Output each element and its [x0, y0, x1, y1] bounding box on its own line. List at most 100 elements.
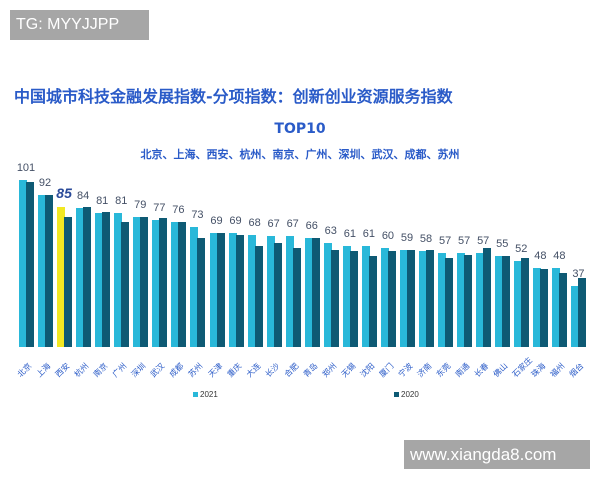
- bar-2020: [445, 257, 454, 347]
- value-label: 61: [362, 228, 376, 241]
- value-label: 60: [381, 230, 395, 242]
- bar-2021: [457, 252, 466, 347]
- bar-2020: [330, 249, 339, 347]
- category-label: 苏州: [187, 361, 205, 380]
- bar-2021: [533, 267, 542, 347]
- category-label: 长春: [472, 361, 491, 380]
- bar-2020: [178, 221, 187, 347]
- bar-2020: [502, 256, 511, 347]
- value-label: 52: [515, 243, 528, 256]
- value-label: 85: [56, 184, 72, 201]
- bar-2020: [311, 238, 320, 347]
- value-label: 84: [77, 190, 90, 203]
- bar-2020: [407, 249, 415, 347]
- value-label: 69: [210, 215, 223, 228]
- category-label: 济南: [415, 361, 434, 380]
- value-label: 101: [16, 162, 36, 175]
- bar-2020: [483, 248, 492, 347]
- bar-2021: [114, 213, 123, 347]
- bar-2021: [19, 180, 27, 347]
- bar-2020: [426, 249, 435, 347]
- value-label: 81: [115, 195, 128, 208]
- value-label: 58: [419, 233, 433, 246]
- value-label: 68: [248, 216, 261, 229]
- value-label: 59: [400, 231, 414, 244]
- legend-2021: 2021: [193, 390, 218, 399]
- bar-2020: [121, 221, 130, 347]
- value-label: 37: [572, 267, 585, 280]
- category-label: 福州: [549, 361, 567, 380]
- bar-2021: [209, 233, 218, 347]
- value-label: 57: [477, 234, 490, 247]
- value-label: 66: [305, 220, 318, 233]
- value-label: 79: [134, 198, 147, 211]
- bar-2021: [514, 261, 523, 347]
- bar-2021: [380, 248, 389, 347]
- chart-title: 中国城市科技金融发展指数-分项指数：创新创业资源服务指数: [14, 87, 453, 106]
- category-label: 长沙: [263, 361, 282, 380]
- bar-2021: [266, 236, 275, 347]
- category-label: 宁波: [396, 361, 415, 380]
- bar-2020: [45, 195, 54, 347]
- bar-2021: [304, 238, 313, 347]
- bar-2021: [495, 256, 504, 347]
- legend-2020: 2020: [394, 390, 419, 399]
- legend-swatch-2020: [394, 392, 399, 398]
- bar-2021: [438, 252, 447, 347]
- bar-2020: [368, 256, 377, 347]
- value-label: 92: [38, 177, 52, 190]
- bar-2020: [521, 257, 530, 347]
- category-label: 重庆: [225, 361, 243, 380]
- category-label: 北京: [15, 361, 34, 380]
- category-label: 深圳: [130, 361, 148, 380]
- watermark-top: TG: MYYJJPP: [10, 10, 149, 40]
- value-label: 73: [191, 208, 204, 221]
- bar-2020: [140, 216, 149, 347]
- bar-2020: [235, 234, 244, 347]
- value-label: 48: [534, 249, 547, 262]
- value-label: 67: [286, 218, 299, 231]
- bar-2021: [57, 206, 66, 347]
- bar-2020: [349, 251, 358, 347]
- bar-2021: [552, 267, 561, 347]
- value-label: 55: [496, 238, 509, 251]
- legend-label-2020: 2020: [401, 390, 419, 399]
- bar-2021: [247, 234, 256, 347]
- value-label: 67: [267, 218, 280, 231]
- category-label: 广州: [110, 361, 129, 380]
- bar-2020: [216, 233, 225, 347]
- bar-2020: [559, 272, 568, 347]
- bar-2021: [400, 249, 408, 347]
- bar-2021: [76, 208, 85, 347]
- value-label: 76: [172, 203, 185, 216]
- bar-2020: [83, 206, 92, 347]
- category-label: 无锡: [339, 361, 358, 380]
- value-label: 61: [343, 228, 356, 241]
- category-label: 厦门: [377, 361, 396, 380]
- category-label: 石家庄: [511, 355, 535, 380]
- legend-label-2021: 2021: [200, 390, 218, 399]
- category-label: 烟台: [568, 361, 586, 380]
- category-label: 南京: [91, 361, 110, 380]
- category-label: 上海: [34, 361, 53, 380]
- top10-list: 北京、上海、西安、杭州、南京、广州、深圳、武汉、成都、苏州: [140, 148, 460, 161]
- value-label: 81: [96, 195, 109, 208]
- bar-2020: [26, 182, 34, 347]
- bar-2020: [64, 216, 73, 347]
- bar-2020: [540, 269, 549, 347]
- watermark-bottom: www.xiangda8.com: [404, 440, 590, 469]
- chart-subtitle: TOP10: [274, 121, 326, 137]
- bar-2021: [228, 233, 237, 347]
- bar-2021: [342, 246, 351, 347]
- category-label: 佛山: [491, 361, 510, 380]
- bar-2020: [159, 218, 168, 347]
- bar-2021: [152, 219, 161, 347]
- category-label: 成都: [168, 361, 186, 380]
- bar-2021: [285, 236, 294, 347]
- category-label: 合肥: [282, 361, 301, 380]
- value-label: 48: [553, 249, 566, 262]
- legend-swatch-2021: [193, 392, 198, 398]
- category-label: 沈阳: [358, 361, 377, 380]
- category-label: 天津: [206, 361, 224, 380]
